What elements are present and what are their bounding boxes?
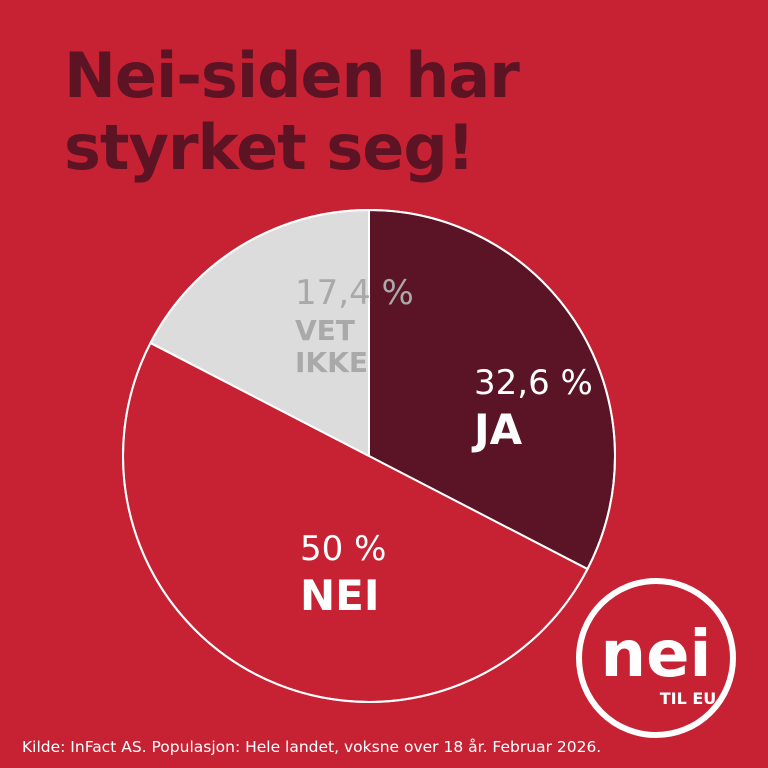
nei-til-eu-logo: nei TIL EU — [576, 578, 736, 738]
slice-value-label-vet-ikke: 17,4 % — [295, 273, 414, 313]
headline-line-2: styrket seg! — [64, 111, 475, 184]
slice-category-label-ja: JA — [471, 405, 523, 454]
logo-word: nei — [601, 618, 712, 692]
slice-category-label-vet-ikke-1: VET — [295, 314, 355, 347]
slice-category-label-vet-ikke-2: IKKE — [295, 346, 368, 379]
headline-line-1: Nei-siden har — [64, 39, 520, 112]
headline: Nei-siden har styrket seg! — [64, 40, 704, 184]
logo-tagline: TIL EU — [660, 689, 717, 708]
pie-outline — [122, 209, 616, 703]
slice-value-label-nei: 50 % — [300, 529, 386, 569]
logo-ring — [576, 578, 736, 738]
slice-value-label-ja: 32,6 % — [474, 363, 593, 403]
slice-category-label-nei: NEI — [300, 571, 379, 620]
source-note: Kilde: InFact AS. Populasjon: Hele lande… — [22, 738, 602, 756]
